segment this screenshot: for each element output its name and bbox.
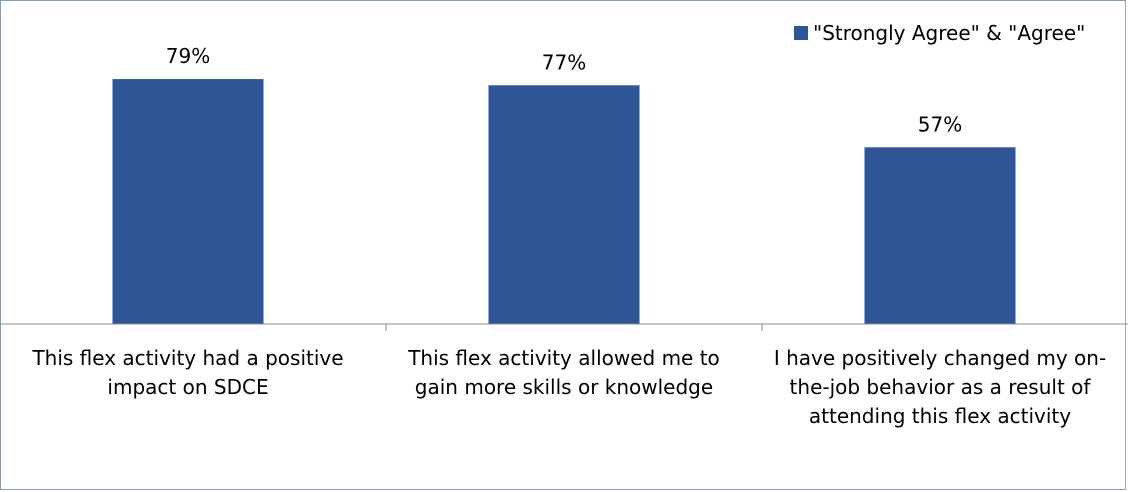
legend: "Strongly Agree" & "Agree" (794, 21, 1085, 45)
x-tick-label-line: This flex activity had a positive (32, 346, 344, 370)
x-tick-label: This flex activity allowed me to gain mor… (380, 344, 748, 402)
legend-swatch (794, 26, 808, 40)
x-tick-label: This flex activity had a positive impact … (4, 344, 372, 402)
x-axis-ticks (385, 324, 763, 331)
bar-value-label: 79% (166, 44, 210, 68)
legend-label: "Strongly Agree" & "Agree" (813, 21, 1086, 45)
x-tick-label-line: the-job behavior as a result of (789, 375, 1091, 399)
data-labels-group: 79% 77% 57% (166, 44, 962, 136)
bar (864, 147, 1016, 324)
bar (488, 85, 640, 324)
bar-value-label: 57% (918, 112, 962, 136)
x-tick-label: I have positively changed my on-the-job … (756, 344, 1124, 431)
bar-value-label: 77% (542, 50, 586, 74)
x-tick-label-line: This flex activity allowed me to (408, 346, 720, 370)
x-tick-label-line: gain more skills or knowledge (414, 375, 714, 399)
bar (112, 79, 264, 324)
x-tick-label-line: attending this flex activity (808, 404, 1072, 428)
bars-group (112, 79, 1016, 324)
x-tick-label-line: impact on SDCE (107, 375, 269, 399)
x-tick-label-line: I have positively changed my on- (773, 346, 1107, 370)
